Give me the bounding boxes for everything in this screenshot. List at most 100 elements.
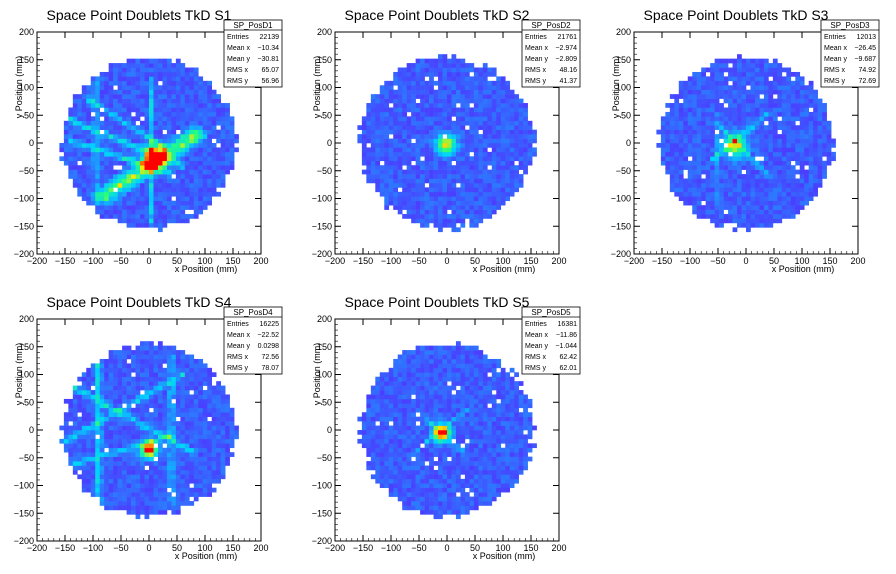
heatmap-cell (104, 483, 109, 489)
heatmap-cell (175, 469, 181, 475)
heatmap-cell (388, 94, 394, 99)
heatmap-cell (157, 85, 163, 91)
heatmap-cell (500, 138, 506, 144)
heatmap-cell (140, 182, 145, 188)
heatmap-cell (822, 120, 827, 126)
y-tick-label: 150 (19, 55, 34, 65)
heatmap-cell (451, 80, 457, 86)
heatmap-cell (157, 430, 163, 435)
heatmap-cell (710, 151, 715, 157)
heatmap-cell (193, 187, 199, 193)
heatmap-cell (455, 125, 461, 130)
heatmap-cell (478, 76, 484, 82)
panel-title: Space Point Doublets TkD S3 (644, 7, 829, 23)
heatmap-cell (153, 76, 159, 82)
heatmap-cell (763, 67, 769, 73)
heatmap-cell (424, 85, 430, 91)
heatmap-cell (379, 169, 385, 175)
heatmap-cell (487, 182, 493, 188)
heatmap-cell (104, 98, 109, 104)
heatmap-cell (72, 456, 78, 462)
heatmap-cell (95, 174, 101, 179)
heatmap-cell (768, 67, 774, 73)
heatmap-cell (131, 412, 136, 417)
heatmap-cell (140, 345, 145, 351)
heatmap-cell (166, 89, 172, 95)
heatmap-cell (469, 191, 475, 197)
heatmap-cell (379, 116, 385, 122)
heatmap-cell (126, 465, 132, 471)
heatmap-cell (406, 103, 412, 108)
heatmap-cell (95, 372, 101, 378)
heatmap-cell (455, 187, 461, 193)
heatmap-cell (442, 98, 448, 104)
heatmap-cell (674, 174, 680, 179)
heatmap-cell (388, 169, 394, 175)
heatmap-cell (126, 372, 132, 378)
heatmap-cell (72, 465, 78, 471)
heatmap-cell (184, 376, 190, 382)
heatmap-cell (193, 443, 199, 449)
heatmap-cell (447, 98, 452, 104)
heatmap-cell (710, 120, 715, 126)
heatmap-cell (790, 174, 796, 179)
heatmap-cell (166, 367, 172, 373)
heatmap-cell (732, 129, 738, 135)
heatmap-cell (153, 465, 159, 471)
heatmap-cell (455, 160, 461, 166)
heatmap-cell (162, 501, 168, 506)
heatmap-cell (804, 143, 810, 148)
heatmap-cell (157, 76, 163, 82)
heatmap-cell (719, 89, 724, 95)
heatmap-cell (77, 398, 83, 404)
heatmap-cell (122, 434, 127, 440)
heatmap-cell (500, 111, 506, 117)
heatmap-cell (122, 214, 127, 219)
heatmap-cell (514, 134, 519, 139)
x-tick-label: 0 (444, 256, 449, 266)
heatmap-cell (786, 116, 792, 122)
heatmap-cell (674, 169, 680, 175)
heatmap-cell (99, 134, 105, 139)
heatmap-cell (162, 196, 168, 202)
heatmap-cell (660, 151, 666, 157)
heatmap-cell (696, 178, 702, 184)
heatmap-cell (505, 160, 511, 166)
heatmap-cell (505, 120, 511, 126)
heatmap-cell (86, 156, 92, 162)
heatmap-cell (424, 125, 430, 130)
heatmap-cell (149, 394, 154, 400)
heatmap-cell (433, 134, 439, 139)
heatmap-cell (384, 134, 390, 139)
heatmap-cell (772, 71, 778, 77)
heatmap-cell (166, 94, 172, 99)
heatmap-cell (113, 205, 118, 210)
heatmap-cell (433, 67, 439, 73)
heatmap-cell (464, 182, 470, 188)
heatmap-cell (786, 94, 792, 99)
heatmap-cell (90, 416, 96, 422)
heatmap-cell (500, 143, 506, 148)
heatmap-cell (808, 182, 814, 188)
heatmap-cell (732, 134, 738, 139)
heatmap-cell (491, 165, 497, 170)
heatmap-cell (478, 147, 484, 153)
heatmap-cell (216, 134, 221, 139)
heatmap-cell (795, 107, 801, 113)
heatmap-cell (126, 76, 132, 82)
heatmap-cell (415, 111, 421, 117)
y-tick-label: 50 (322, 110, 332, 120)
heatmap-cell (705, 191, 711, 197)
heatmap-cell (122, 412, 127, 417)
heatmap-cell (149, 492, 154, 497)
heatmap-cell (68, 416, 74, 422)
heatmap-cell (122, 483, 127, 489)
heatmap-cell (211, 390, 217, 395)
heatmap-cell (375, 107, 381, 113)
heatmap-cell (153, 416, 159, 422)
heatmap-cell (99, 398, 105, 404)
heatmap-cell (153, 151, 159, 157)
heatmap-cell (104, 367, 109, 373)
heatmap-cell (157, 443, 163, 449)
heatmap-cell (189, 443, 195, 449)
